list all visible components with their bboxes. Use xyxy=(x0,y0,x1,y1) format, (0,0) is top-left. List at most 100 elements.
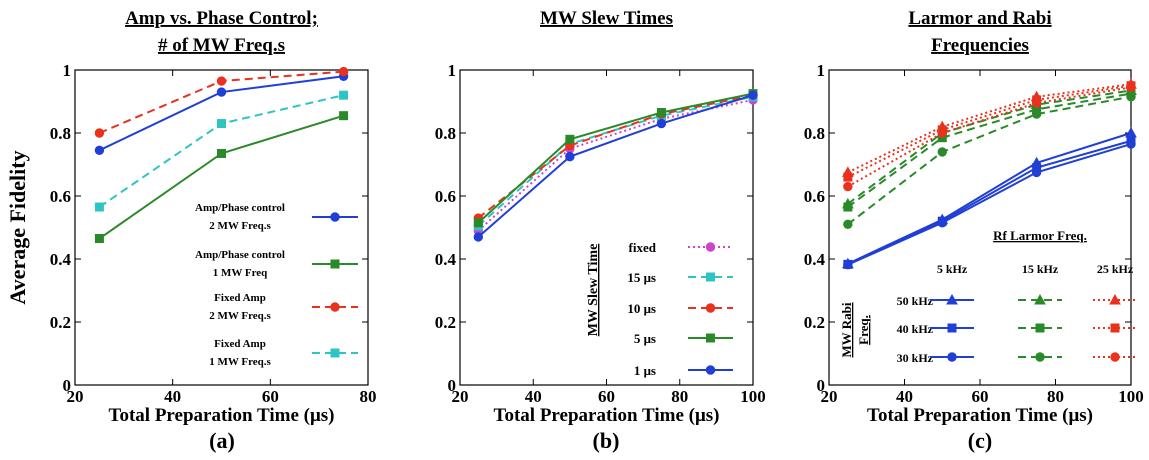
y-tick-label: 0.8 xyxy=(435,124,456,143)
x-tick-label: 60 xyxy=(598,387,615,406)
legend-label: Amp/Phase control xyxy=(195,249,285,261)
data-point xyxy=(843,219,853,230)
legend-label: 5 μs xyxy=(634,331,656,346)
data-point xyxy=(338,66,349,77)
data-point xyxy=(1126,92,1136,102)
legend-marker xyxy=(1110,352,1120,362)
legend-column-label: 25 kHz xyxy=(1097,262,1134,276)
series-line xyxy=(847,83,1132,174)
data-point xyxy=(216,87,227,97)
legend-row-label: 30 kHz xyxy=(897,351,934,365)
x-tick-label: 60 xyxy=(262,387,279,406)
y-tick-label: 1 xyxy=(63,61,72,80)
legend-label: fixed xyxy=(629,240,657,255)
panel-caption: (a) xyxy=(209,428,235,453)
data-point xyxy=(1126,139,1136,149)
legend-row-label: 50 kHz xyxy=(897,294,934,308)
x-tick-label: 40 xyxy=(896,387,913,406)
x-tick-label: 80 xyxy=(671,387,688,406)
data-point xyxy=(843,181,853,192)
data-point xyxy=(339,90,349,100)
data-point xyxy=(473,232,484,242)
y-tick-label: 0 xyxy=(817,376,826,395)
series-line xyxy=(847,89,1132,205)
data-point xyxy=(937,128,947,138)
legend-label: 10 μs xyxy=(627,301,656,316)
series-line xyxy=(847,95,1132,226)
legend-row-label: 40 kHz xyxy=(897,322,934,336)
legend-label: 1 MW Freq xyxy=(213,267,268,279)
panel-caption: (c) xyxy=(968,428,992,453)
x-tick-label: 40 xyxy=(164,387,181,406)
series-line xyxy=(477,95,754,227)
data-point xyxy=(937,218,947,228)
series-line xyxy=(847,132,1132,265)
legend-label: 1 μs xyxy=(634,363,656,378)
x-tick-label: 20 xyxy=(452,387,469,406)
y-tick-label: 0.8 xyxy=(50,124,71,143)
chart-title: MW Slew Times xyxy=(540,8,673,29)
y-tick-label: 0.6 xyxy=(50,187,71,206)
data-point xyxy=(94,202,104,212)
legend-marker xyxy=(330,302,340,312)
panel-caption: (b) xyxy=(593,428,620,453)
series-line xyxy=(477,98,754,232)
data-point xyxy=(565,134,575,144)
data-point xyxy=(473,218,483,228)
legend-label: 2 MW Freq.s xyxy=(209,310,271,322)
x-tick-label: 80 xyxy=(1047,387,1064,406)
x-tick-label: 40 xyxy=(525,387,542,406)
legend-marker xyxy=(705,242,716,252)
legend-marker xyxy=(1035,352,1045,362)
series-line xyxy=(477,94,754,238)
data-point xyxy=(748,90,758,100)
data-point xyxy=(1031,98,1042,108)
legend-column-label: 15 kHz xyxy=(1022,262,1059,276)
y-tick-label: 0.2 xyxy=(435,313,456,332)
legend-label: Fixed Amp xyxy=(214,292,266,304)
y-tick-label: 0.6 xyxy=(804,187,825,206)
legend-marker xyxy=(705,303,716,313)
y-tick-label: 0.6 xyxy=(435,187,456,206)
series-line xyxy=(847,84,1132,178)
chart-title: Larmor and Rabi xyxy=(908,8,1051,29)
legend-marker xyxy=(946,293,958,305)
data-point xyxy=(565,151,575,162)
y-tick-label: 1 xyxy=(448,61,457,80)
data-point xyxy=(843,202,853,212)
legend-label: 15 μs xyxy=(627,270,656,285)
legend-title: Rf Larmor Freq. xyxy=(993,228,1087,243)
data-point xyxy=(1031,167,1042,178)
chart-title: Frequencies xyxy=(931,35,1029,56)
x-tick-label: 100 xyxy=(740,387,766,406)
data-point xyxy=(94,128,105,138)
legend-title: MW Slew Time xyxy=(586,244,601,337)
x-tick-label: 20 xyxy=(821,387,838,406)
legend-column-label: 5 kHz xyxy=(937,262,968,276)
legend-label: 1 MW Freq.s xyxy=(209,356,271,368)
series-line xyxy=(847,143,1132,266)
data-point xyxy=(94,234,104,244)
legend-label: Amp/Phase control xyxy=(195,202,285,214)
legend-marker xyxy=(947,352,957,362)
y-tick-label: 0.2 xyxy=(804,313,825,332)
y-tick-label: 0 xyxy=(448,376,457,395)
y-tick-label: 0.4 xyxy=(804,250,826,269)
series-line xyxy=(477,92,754,224)
series-line xyxy=(847,92,1132,208)
x-tick-label: 20 xyxy=(67,387,84,406)
x-axis-label: Total Preparation Time (μs) xyxy=(109,405,335,426)
y-tick-label: 0 xyxy=(63,376,72,395)
x-tick-label: 60 xyxy=(972,387,989,406)
data-point xyxy=(94,145,105,156)
data-point xyxy=(339,111,349,121)
data-point xyxy=(1126,82,1136,93)
x-tick-label: 100 xyxy=(1118,387,1144,406)
legend-row-title: MW Rabi xyxy=(839,302,854,357)
y-tick-label: 0.8 xyxy=(804,124,825,143)
legend-label: 2 MW Freq.s xyxy=(209,220,271,232)
y-tick-label: 0.2 xyxy=(50,313,71,332)
legend-marker xyxy=(705,365,716,375)
data-point xyxy=(843,172,853,182)
